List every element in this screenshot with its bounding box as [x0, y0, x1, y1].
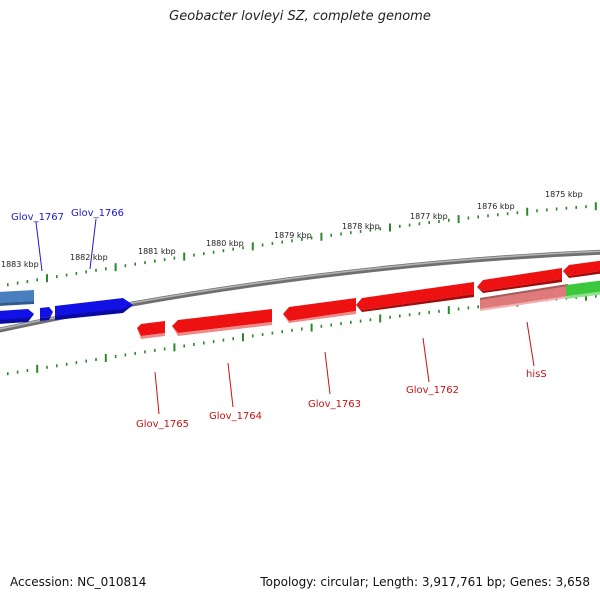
gene-feature-glov_1767-pale[interactable] [0, 290, 34, 306]
leader-glov_1765 [154, 371, 160, 415]
ruler-label-1876: 1876 kbp [477, 202, 515, 211]
gene-feature-green[interactable] [566, 280, 600, 299]
gene-label-glov_1766[interactable]: Glov_1766 [71, 208, 124, 219]
leader-hisS [526, 321, 535, 367]
gene-label-glov_1763[interactable]: Glov_1763 [308, 399, 361, 410]
ruler-label-1877: 1877 kbp [410, 212, 448, 221]
gene-feature-upstream[interactable] [477, 268, 562, 293]
ruler-label-1882: 1882 kbp [70, 253, 108, 262]
gene-feature-edge[interactable] [563, 260, 600, 278]
gene-label-glov_1764[interactable]: Glov_1764 [209, 411, 262, 422]
ruler-label-1878: 1878 kbp [342, 222, 380, 231]
gene-feature-hisS[interactable] [480, 284, 568, 311]
accession-text: Accession: NC_010814 [10, 575, 147, 589]
gene-label-glov_1765[interactable]: Glov_1765 [136, 419, 189, 430]
leader-glov_1767 [35, 221, 43, 272]
gene-feature-glov_1767[interactable] [0, 309, 34, 324]
gene-label-glov_1762[interactable]: Glov_1762 [406, 385, 459, 396]
gene-label-hisS[interactable]: hisS [526, 369, 547, 380]
gene-feature-glov_1762[interactable] [356, 282, 474, 312]
ruler-label-1879: 1879 kbp [274, 231, 312, 240]
leader-glov_1766 [89, 218, 97, 270]
gene-label-glov_1767[interactable]: Glov_1767 [11, 212, 64, 223]
ruler-label-1875: 1875 kbp [545, 190, 583, 199]
gene-feature-glov_1763[interactable] [283, 298, 356, 323]
genome-summary-text: Topology: circular; Length: 3,917,761 bp… [260, 575, 590, 589]
gene-feature-glov_1765[interactable] [137, 321, 165, 339]
ruler-label-1881: 1881 kbp [138, 247, 176, 256]
leader-glov_1762 [422, 337, 430, 383]
ruler-label-1880: 1880 kbp [206, 239, 244, 248]
map-title: Geobacter lovleyi SZ, complete genome [169, 9, 431, 24]
ruler-label-1883: 1883 kbp [1, 260, 39, 269]
gene-feature-small[interactable] [40, 307, 53, 321]
leader-glov_1764 [227, 362, 234, 408]
leader-glov_1763 [324, 351, 331, 395]
gene-feature-glov_1764[interactable] [172, 309, 272, 336]
gene-feature-glov_1766[interactable] [55, 298, 133, 320]
forward-ruler [7, 202, 597, 287]
